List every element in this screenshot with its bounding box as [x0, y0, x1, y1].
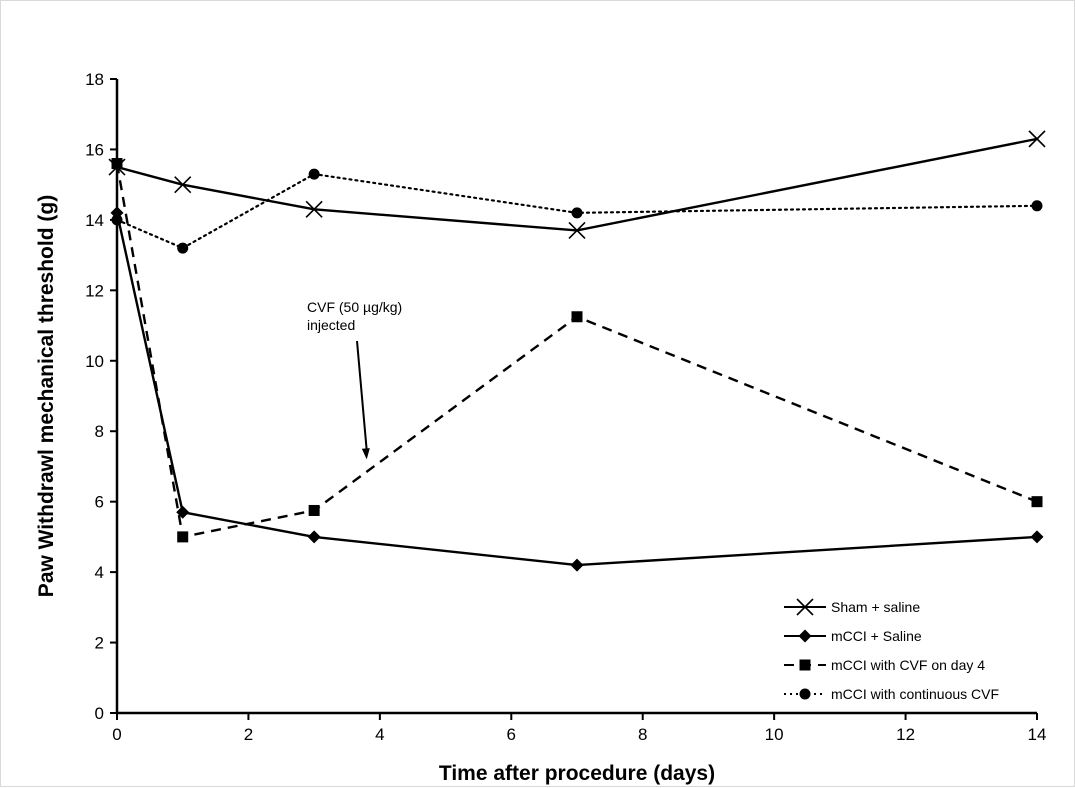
- series-3: [111, 158, 1043, 543]
- x-tick-label: 2: [244, 725, 253, 744]
- y-tick-label: 4: [95, 563, 104, 582]
- axes: 0 2 4 6 8 10 12 14 16 18 0 2 4 6 8 10 12 14: [85, 70, 1046, 744]
- x-tick-label: 10: [765, 725, 784, 744]
- y-tick-label: 8: [95, 422, 104, 441]
- data-point: [307, 530, 321, 544]
- y-tick-label: 10: [85, 352, 104, 371]
- x-tick-label: 6: [507, 725, 516, 744]
- marker-stroke: [305, 200, 323, 218]
- legend-marker: [798, 629, 812, 643]
- annotation-arrow: [356, 340, 368, 451]
- data-point: [111, 158, 123, 170]
- annotation-group: CVF (50 µg/kg) injected: [307, 299, 402, 460]
- data-point: [111, 214, 123, 226]
- data-point: [1028, 130, 1046, 148]
- series-line: [115, 212, 1038, 567]
- marker-stroke: [796, 598, 814, 616]
- y-tick-label: 0: [95, 704, 104, 723]
- x-tick-label: 12: [896, 725, 915, 744]
- x-tick-label: 0: [112, 725, 121, 744]
- annotation-text: injected: [307, 317, 355, 333]
- data-point: [177, 242, 189, 254]
- data-point: [308, 504, 320, 516]
- legend: Sham + saline mCCI + Saline mCCI with CVF …: [784, 598, 999, 702]
- y-tick-label: 2: [95, 634, 104, 653]
- y-tick-label: 12: [85, 281, 104, 300]
- series-group: [108, 130, 1046, 572]
- data-point: [177, 531, 189, 543]
- data-point: [305, 200, 323, 218]
- annotation-text: CVF (50 µg/kg): [307, 299, 402, 315]
- series-2: [110, 206, 1044, 572]
- marker-stroke: [1028, 130, 1046, 148]
- data-point: [571, 311, 583, 323]
- legend-label: mCCI with continuous CVF: [831, 686, 999, 702]
- x-axis-title: Time after procedure (days): [439, 762, 715, 785]
- series-line: [115, 163, 1038, 539]
- legend-entry-2: mCCI + Saline: [784, 628, 922, 644]
- legend-marker: [799, 688, 811, 700]
- data-point: [308, 168, 320, 180]
- y-tick-label: 14: [85, 211, 104, 230]
- y-tick-label: 16: [85, 140, 104, 159]
- arrow-head: [361, 448, 370, 460]
- legend-entry-3: mCCI with CVF on day 4: [784, 657, 985, 673]
- y-axis-title: Paw Withdrawl mechanical threshold (g): [35, 195, 58, 597]
- series-4: [111, 168, 1043, 254]
- x-tick-label: 8: [638, 725, 647, 744]
- legend-label: Sham + saline: [831, 599, 920, 615]
- data-point: [1030, 530, 1044, 544]
- marker-stroke: [174, 176, 192, 194]
- x-tick-label: 4: [375, 725, 384, 744]
- annotation: CVF (50 µg/kg) injected: [307, 299, 402, 460]
- data-point: [1031, 200, 1043, 212]
- legend-marker: [799, 659, 811, 671]
- data-point: [571, 207, 583, 219]
- y-tick-label: 18: [85, 70, 104, 89]
- data-point: [570, 558, 584, 572]
- series-1: [108, 130, 1046, 240]
- marker-stroke: [568, 221, 586, 240]
- legend-label: mCCI + Saline: [831, 628, 922, 644]
- data-point: [568, 221, 586, 240]
- y-tick-label: 6: [95, 493, 104, 512]
- legend-entry-4: mCCI with continuous CVF: [784, 686, 999, 702]
- x-tick-label: 14: [1028, 725, 1047, 744]
- data-point: [174, 176, 192, 194]
- data-point: [1031, 496, 1043, 508]
- legend-entry-1: Sham + saline: [784, 598, 920, 616]
- legend-marker: [796, 598, 814, 616]
- legend-label: mCCI with CVF on day 4: [831, 657, 985, 673]
